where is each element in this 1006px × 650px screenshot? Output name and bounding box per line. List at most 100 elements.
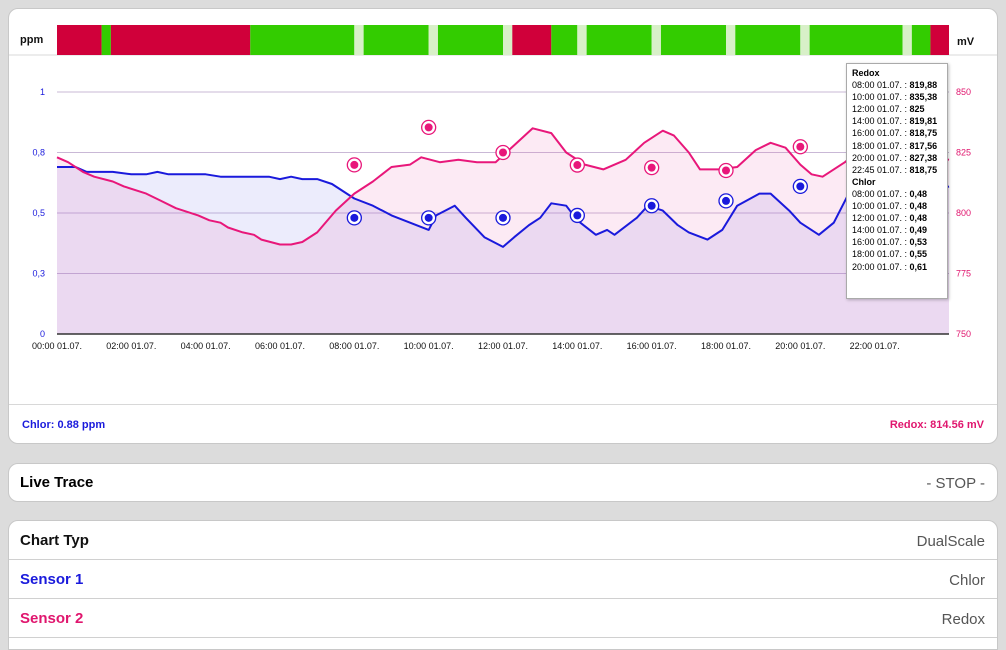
right-unit-label: mV xyxy=(957,36,975,48)
tooltip-chlor-time: 16:00 01.07. : xyxy=(852,237,910,248)
live-trace-stop-button[interactable]: - STOP - xyxy=(926,475,985,492)
status-segment xyxy=(911,25,931,55)
chart-type-value[interactable]: DualScale xyxy=(916,533,985,550)
tooltip-chlor-title: Chlor xyxy=(852,176,876,187)
tooltip-redox-row: 08:00 01.07. : 819,88 xyxy=(852,79,942,91)
status-segment xyxy=(586,25,652,55)
right-tick-label: 825 xyxy=(956,148,971,158)
right-tick-label: 850 xyxy=(956,87,971,97)
redox-marker xyxy=(499,148,507,157)
tooltip-redox-row: 14:00 01.07. : 819,81 xyxy=(852,115,942,127)
status-segment xyxy=(428,25,438,55)
sensor-2-label: Sensor 2 xyxy=(20,610,84,627)
tooltip-redox-time: 10:00 01.07. : xyxy=(852,92,910,103)
x-tick-label: 08:00 01.07. xyxy=(329,341,379,351)
x-tick-label: 02:00 01.07. xyxy=(106,341,156,351)
left-tick-label: 0,3 xyxy=(32,269,45,279)
tooltip-chlor-row: 16:00 01.07. : 0,53 xyxy=(852,236,942,248)
chlor-marker xyxy=(796,182,805,191)
tooltip-redox-row: 16:00 01.07. : 818,75 xyxy=(852,127,942,139)
tooltip-redox-value: 819,81 xyxy=(909,116,938,127)
tooltip-redox-rows: 08:00 01.07. : 819,88 10:00 01.07. : 835,… xyxy=(852,79,942,176)
tooltip-redox-time: 08:00 01.07. : xyxy=(852,80,910,91)
chlor-current-value: Chlor: 0.88 ppm xyxy=(22,419,106,431)
status-segment xyxy=(726,25,736,55)
sensor-1-value[interactable]: Chlor xyxy=(949,572,985,589)
left-tick-label: 0 xyxy=(40,329,45,339)
redox-marker xyxy=(424,123,433,132)
tooltip-redox-value: 825 xyxy=(909,104,925,115)
tooltip-chlor-rows: 08:00 01.07. : 0,48 10:00 01.07. : 0,48 12… xyxy=(852,188,942,273)
left-tick-label: 0,8 xyxy=(32,148,45,158)
tooltip-redox-time: 18:00 01.07. : xyxy=(852,140,910,151)
live-trace-label: Live Trace xyxy=(20,474,94,491)
left-unit-label: ppm xyxy=(20,34,43,46)
tooltip-chlor-value: 0,49 xyxy=(909,225,928,236)
settings-row-chart-type[interactable]: Chart Typ DualScale xyxy=(9,521,997,560)
tooltip-redox-row: 18:00 01.07. : 817,56 xyxy=(852,140,942,152)
x-tick-label: 14:00 01.07. xyxy=(552,341,602,351)
status-segment xyxy=(800,25,810,55)
live-trace-row[interactable]: Live Trace - STOP - xyxy=(9,464,997,501)
chlor-marker xyxy=(424,213,433,222)
tooltip-redox-time: 16:00 01.07. : xyxy=(852,128,910,139)
tooltip-chlor-row: 08:00 01.07. : 0,48 xyxy=(852,188,942,200)
status-segment xyxy=(437,25,503,55)
status-segment xyxy=(512,25,552,55)
redox-marker xyxy=(350,160,359,169)
x-tick-label: 20:00 01.07. xyxy=(775,341,825,351)
status-segment xyxy=(363,25,429,55)
status-segment xyxy=(809,25,903,55)
redox-marker xyxy=(722,166,730,175)
tooltip-redox-title: Redox xyxy=(852,68,880,78)
x-tick-label: 10:00 01.07. xyxy=(404,341,454,351)
status-segment xyxy=(250,25,355,55)
tooltip-redox-time: 22:45 01.07. : xyxy=(852,164,910,175)
tooltip-chlor-time: 18:00 01.07. : xyxy=(852,249,910,260)
tooltip-chlor-value: 0,48 xyxy=(909,188,928,199)
dual-scale-chart[interactable]: ppm mV 0 0,3 0,5 0,8 1 750 775 800 825 850 00:00 01.… xyxy=(9,9,998,409)
chart-type-label: Chart Typ xyxy=(20,532,89,549)
right-tick-label: 750 xyxy=(956,329,971,339)
status-segment xyxy=(735,25,801,55)
tooltip-redox-value: 817,56 xyxy=(909,140,938,151)
settings-row-sensor-2[interactable]: Sensor 2 Redox xyxy=(9,599,997,638)
tooltip-redox-value: 818,75 xyxy=(909,128,938,139)
left-tick-label: 0,5 xyxy=(32,208,45,218)
redox-marker xyxy=(647,163,656,172)
status-segment xyxy=(577,25,587,55)
redox-marker xyxy=(796,142,805,151)
tooltip-redox-value: 827,38 xyxy=(909,152,938,163)
redox-area xyxy=(57,128,949,334)
status-segment xyxy=(503,25,513,55)
status-segment xyxy=(354,25,364,55)
tooltip-redox-time: 14:00 01.07. : xyxy=(852,116,910,127)
chlor-marker xyxy=(573,211,582,220)
tooltip-chlor-value: 0,55 xyxy=(909,249,928,260)
tooltip-redox-row: 20:00 01.07. : 827,38 xyxy=(852,152,942,164)
status-segment xyxy=(110,25,251,55)
left-tick-label: 1 xyxy=(40,87,45,97)
tooltip-chlor-row: 20:00 01.07. : 0,61 xyxy=(852,261,942,273)
live-trace-card[interactable]: Live Trace - STOP - xyxy=(8,463,998,502)
status-segment xyxy=(930,25,949,55)
tooltip-chlor-time: 12:00 01.07. : xyxy=(852,213,910,224)
chlor-marker xyxy=(647,201,656,210)
sensor-2-value[interactable]: Redox xyxy=(941,611,985,628)
settings-row-sensor-1[interactable]: Sensor 1 Chlor xyxy=(9,560,997,599)
tooltip-chlor-value: 0,61 xyxy=(909,261,928,272)
chlor-marker xyxy=(499,213,507,222)
settings-card: Chart Typ DualScale Sensor 1 Chlor Senso… xyxy=(8,520,998,650)
x-tick-label: 22:00 01.07. xyxy=(850,341,900,351)
chlor-marker xyxy=(350,213,359,222)
tooltip-redox-value: 835,38 xyxy=(909,92,938,103)
x-tick-label: 00:00 01.07. xyxy=(32,341,82,351)
tooltip-chlor-value: 0,53 xyxy=(909,237,928,248)
right-tick-label: 800 xyxy=(956,208,971,218)
right-tick-label: 775 xyxy=(956,269,971,279)
tooltip-chlor-row: 18:00 01.07. : 0,55 xyxy=(852,248,942,260)
tooltip-redox-row: 10:00 01.07. : 835,38 xyxy=(852,91,942,103)
status-segment xyxy=(902,25,912,55)
status-segment xyxy=(57,25,102,55)
tooltip-redox-time: 20:00 01.07. : xyxy=(852,152,910,163)
